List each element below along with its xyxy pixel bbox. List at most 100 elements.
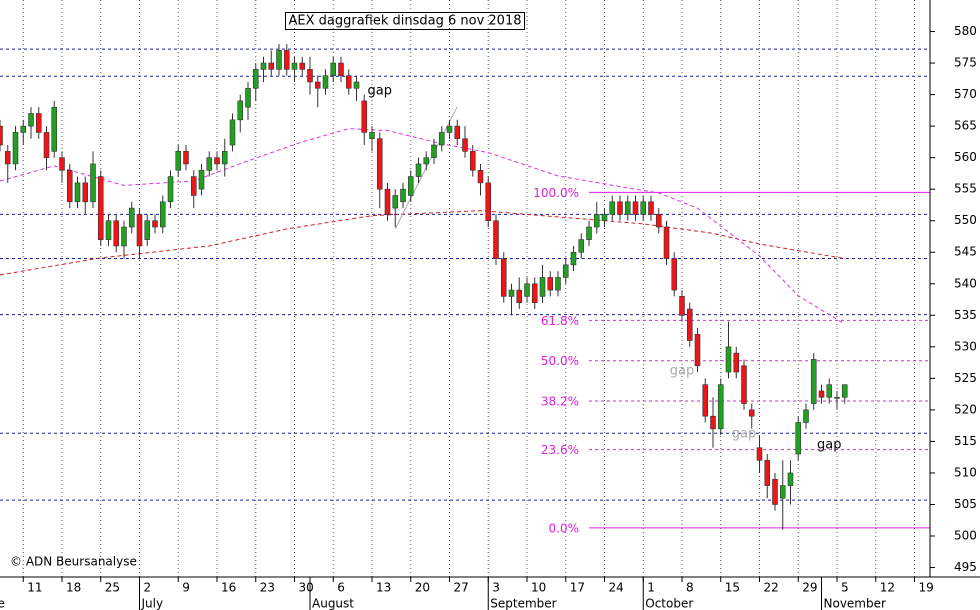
candle-body: [28, 113, 34, 127]
candle-body: [834, 396, 840, 399]
candle-body: [384, 188, 391, 215]
candle-body: [276, 50, 282, 70]
month-label: July: [141, 597, 164, 610]
month-label: September: [490, 597, 556, 610]
candle-body: [493, 220, 499, 259]
x-tick-label: 2: [144, 581, 152, 595]
chart-title: AEX daggrafiek dinsdag 6 nov 2018: [288, 14, 521, 29]
candle-body: [764, 460, 771, 486]
y-tick-label: 560: [954, 150, 977, 164]
candle-body: [609, 201, 616, 215]
candle-body: [330, 62, 337, 76]
y-tick-label: 540: [954, 276, 977, 290]
candle-body: [283, 50, 290, 70]
y-tick-label: 520: [954, 402, 977, 416]
candle-body: [299, 62, 306, 70]
x-tick-label: 22: [764, 581, 779, 595]
title-box: [284, 12, 526, 30]
candle-body: [82, 182, 89, 203]
candle-body: [198, 169, 205, 190]
candle-body: [469, 151, 476, 171]
y-tick-label: 565: [954, 119, 977, 133]
candle-body: [710, 415, 716, 430]
candle-body: [376, 138, 383, 190]
candle-body: [66, 169, 73, 203]
candle-body: [555, 277, 561, 291]
candle-body: [431, 144, 437, 158]
candle-body: [748, 409, 755, 417]
candle-body: [671, 258, 678, 291]
candle-body: [260, 62, 267, 70]
candle-body: [686, 308, 693, 341]
candle-body: [624, 201, 631, 215]
annotation: gap: [732, 426, 756, 441]
candle-body: [756, 447, 763, 461]
x-tick-label: 5: [841, 581, 849, 595]
candle-body: [694, 333, 701, 367]
candle-body: [438, 132, 445, 146]
month-label: June: [0, 597, 5, 610]
annotation: gap: [817, 438, 841, 453]
candle-body: [190, 176, 197, 196]
candle-body: [570, 251, 577, 266]
fib-label: 61.8%: [541, 314, 579, 328]
month-label: August: [312, 597, 354, 610]
candle-body: [655, 214, 662, 228]
candle-body: [74, 182, 81, 203]
candle-body: [787, 472, 794, 486]
x-tick-label: 18: [66, 581, 81, 595]
candle-body: [369, 132, 375, 140]
candle-body: [415, 163, 422, 177]
x-tick-label: 9: [182, 581, 190, 595]
candle-body: [803, 409, 809, 423]
x-tick-label: 15: [725, 581, 740, 595]
moving-average: [0, 210, 845, 276]
candle-body: [841, 384, 848, 398]
fib-label: 0.0%: [549, 521, 580, 535]
candle-body: [586, 226, 592, 240]
y-tick-label: 555: [954, 182, 977, 196]
candle-body: [214, 157, 220, 165]
candle-body: [51, 106, 58, 152]
candle-body: [477, 169, 484, 184]
candle-body: [733, 352, 740, 373]
candle-body: [524, 283, 530, 297]
y-tick-label: 525: [954, 371, 977, 385]
candle-body: [423, 157, 430, 165]
y-tick-label: 510: [954, 465, 977, 479]
candle-body: [167, 176, 174, 203]
candle-body: [245, 87, 251, 108]
candle-body: [725, 346, 732, 373]
candle-body: [810, 359, 817, 404]
candle-body: [508, 289, 515, 297]
y-tick-label: 530: [954, 339, 977, 353]
candle-body: [206, 157, 213, 171]
x-tick-label: 16: [221, 581, 236, 595]
candle-body: [20, 125, 27, 133]
candle-body: [105, 220, 112, 240]
candle-body: [90, 163, 96, 203]
candle-body: [353, 81, 360, 89]
candle-body: [152, 220, 158, 228]
y-tick-label: 570: [954, 87, 977, 101]
candle-body: [144, 220, 151, 240]
candle-body: [500, 258, 507, 297]
candle-body: [516, 289, 523, 303]
candle-body: [113, 220, 120, 247]
candle-body: [407, 176, 414, 196]
candle-body: [462, 138, 468, 152]
candle-body: [43, 132, 50, 158]
candle-body: [578, 239, 585, 253]
x-tick-label: 1: [647, 581, 655, 595]
plot-area: 100.0% 61.8% 50.0% 38.2% 23.6% 0.0% gap gap gap g…: [0, 0, 930, 577]
candle-body: [291, 62, 298, 70]
x-tick-label: 13: [376, 581, 391, 595]
candle-body: [229, 119, 236, 146]
x-tick-label: 10: [531, 581, 546, 595]
candle-body: [702, 384, 709, 417]
candle-body: [454, 125, 461, 140]
